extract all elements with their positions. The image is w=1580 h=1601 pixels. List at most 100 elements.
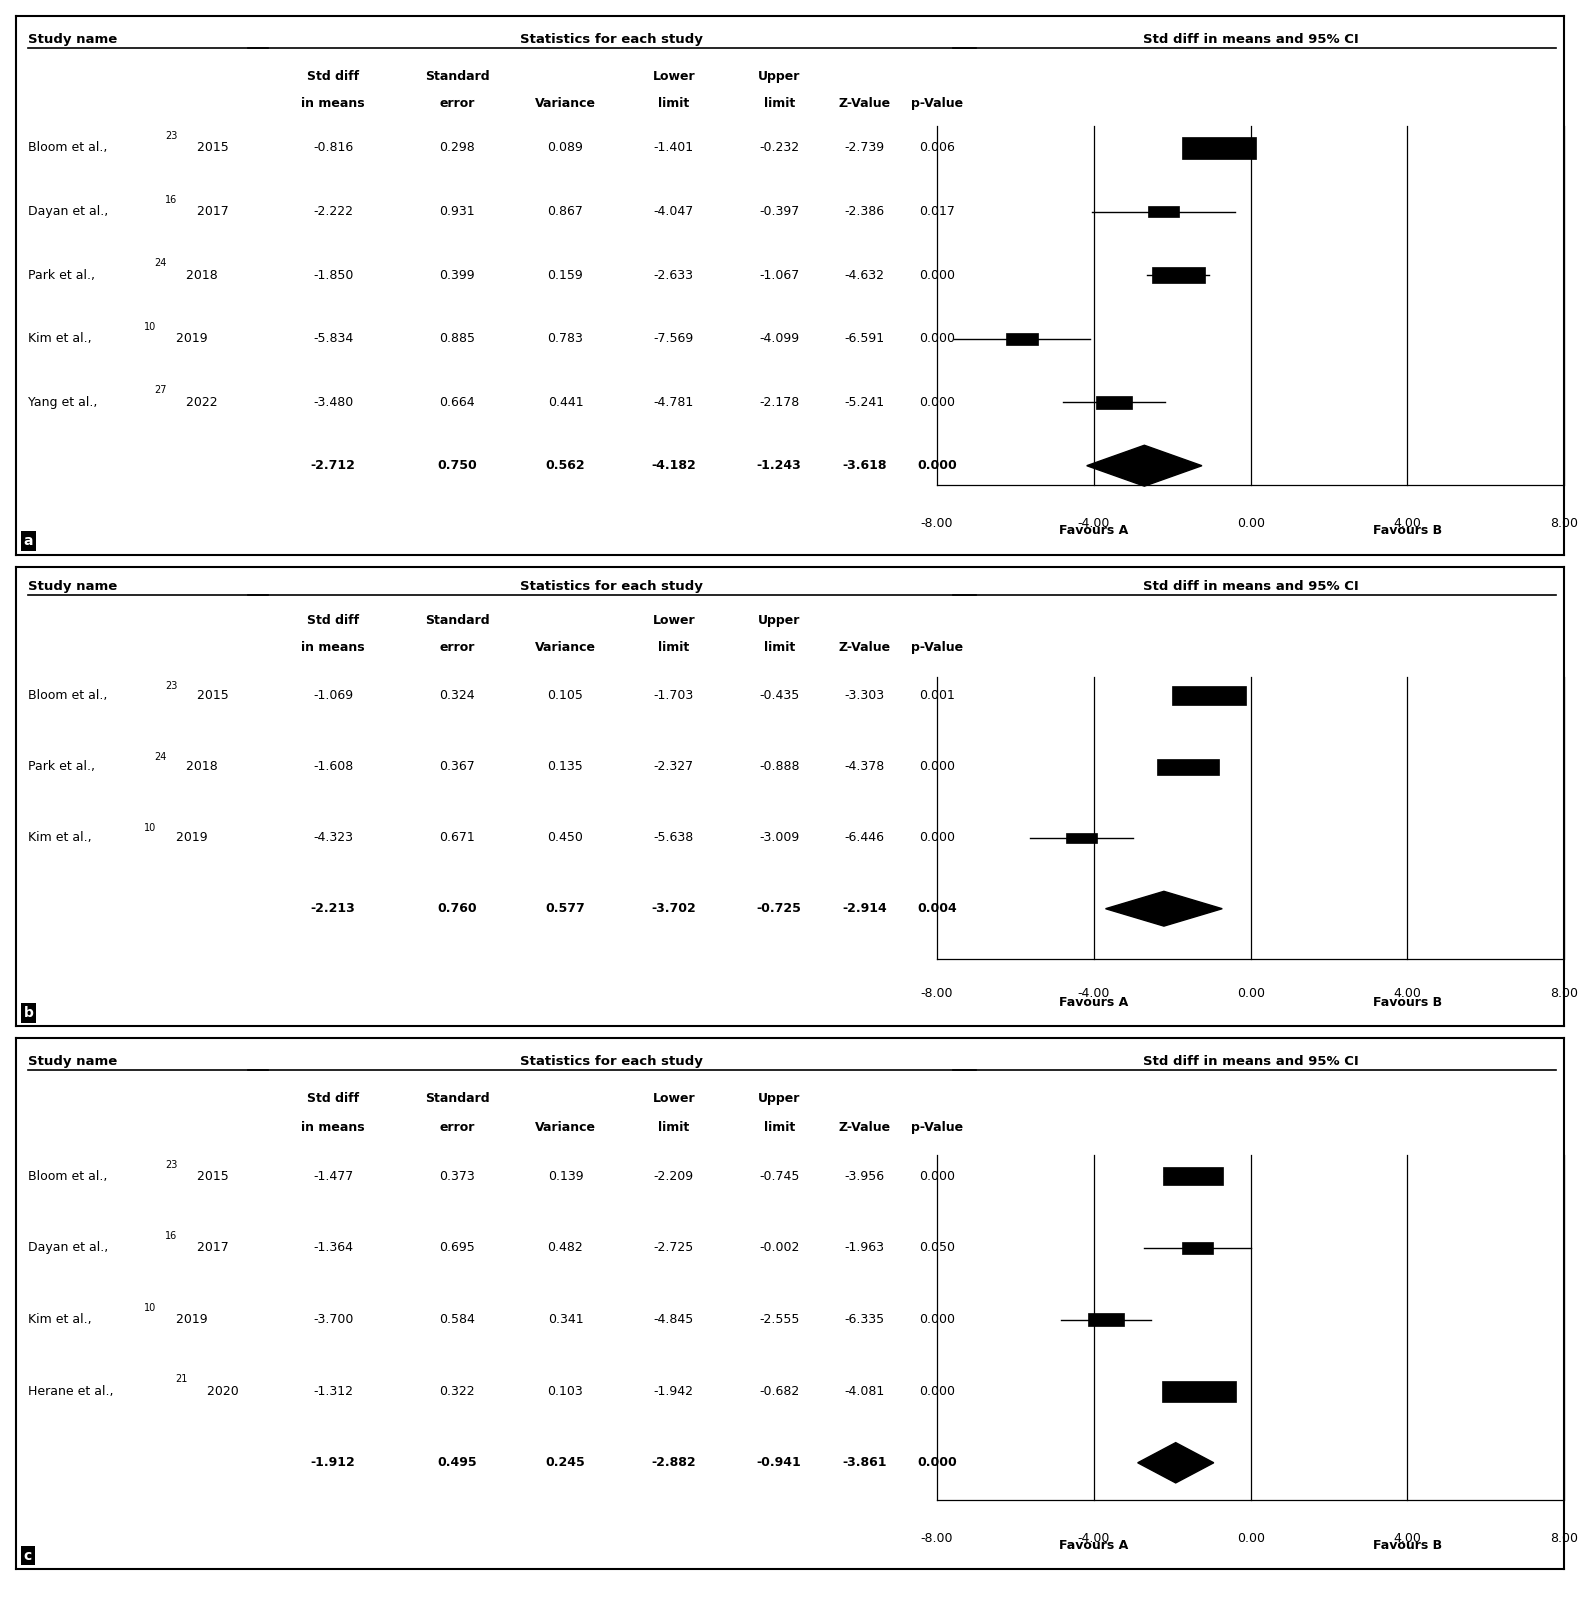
Text: Kim et al.,: Kim et al., <box>28 831 92 844</box>
Text: Z-Value: Z-Value <box>839 1121 891 1134</box>
Text: 2018: 2018 <box>182 269 218 282</box>
Text: -1.963: -1.963 <box>844 1241 885 1255</box>
Text: Std diff in means and 95% CI: Std diff in means and 95% CI <box>1142 1055 1359 1068</box>
Text: -5.638: -5.638 <box>654 831 694 844</box>
Text: 0.135: 0.135 <box>548 760 583 773</box>
Text: 0.671: 0.671 <box>439 831 476 844</box>
Polygon shape <box>1106 892 1223 925</box>
Text: Variance: Variance <box>536 98 596 110</box>
Text: -1.067: -1.067 <box>758 269 799 282</box>
Text: -2.914: -2.914 <box>842 903 886 916</box>
Text: -6.335: -6.335 <box>844 1313 885 1326</box>
Bar <box>1152 267 1204 283</box>
Text: Park et al.,: Park et al., <box>28 269 95 282</box>
Text: -3.480: -3.480 <box>313 395 354 408</box>
Text: 2019: 2019 <box>172 331 207 346</box>
Text: -1.364: -1.364 <box>313 1241 354 1255</box>
Text: Kim et al.,: Kim et al., <box>28 331 92 346</box>
Text: in means: in means <box>302 98 365 110</box>
Text: in means: in means <box>302 642 365 655</box>
Text: -2.178: -2.178 <box>758 395 799 408</box>
Bar <box>1149 205 1179 218</box>
Text: -6.591: -6.591 <box>844 331 885 346</box>
Text: Dayan et al.,: Dayan et al., <box>28 205 109 218</box>
Text: -0.745: -0.745 <box>758 1170 799 1183</box>
Text: Bloom et al.,: Bloom et al., <box>28 141 107 154</box>
Text: 8.00: 8.00 <box>1550 517 1578 530</box>
Text: -4.00: -4.00 <box>1078 517 1111 530</box>
Text: -1.069: -1.069 <box>313 688 354 703</box>
Text: -4.182: -4.182 <box>651 459 697 472</box>
Text: 2018: 2018 <box>182 760 218 773</box>
Text: -4.781: -4.781 <box>654 395 694 408</box>
Text: 0.159: 0.159 <box>548 269 583 282</box>
Text: limit: limit <box>763 642 795 655</box>
Text: -1.608: -1.608 <box>313 760 354 773</box>
Text: 4.00: 4.00 <box>1394 517 1422 530</box>
Text: 0.000: 0.000 <box>920 831 954 844</box>
Text: 0.931: 0.931 <box>439 205 476 218</box>
Polygon shape <box>1087 445 1202 487</box>
Text: -4.099: -4.099 <box>758 331 799 346</box>
Text: Study name: Study name <box>28 1055 117 1068</box>
Text: 0.399: 0.399 <box>439 269 476 282</box>
Text: Standard: Standard <box>425 70 490 83</box>
Text: 8.00: 8.00 <box>1550 986 1578 999</box>
Text: -7.569: -7.569 <box>654 331 694 346</box>
Text: 0.00: 0.00 <box>1237 986 1264 999</box>
Text: 0.000: 0.000 <box>920 395 954 408</box>
Text: -2.386: -2.386 <box>844 205 885 218</box>
Text: 4.00: 4.00 <box>1394 1532 1422 1545</box>
Text: 0.000: 0.000 <box>920 1313 954 1326</box>
Text: 0.783: 0.783 <box>548 331 583 346</box>
Text: -5.241: -5.241 <box>844 395 885 408</box>
Text: 0.341: 0.341 <box>548 1313 583 1326</box>
Text: Z-Value: Z-Value <box>839 642 891 655</box>
Text: Bloom et al.,: Bloom et al., <box>28 688 107 703</box>
Text: 0.482: 0.482 <box>548 1241 583 1255</box>
Bar <box>1097 395 1133 408</box>
Text: 0.562: 0.562 <box>545 459 585 472</box>
Text: Favours A: Favours A <box>1059 524 1128 536</box>
Text: Standard: Standard <box>425 1092 490 1105</box>
Text: -4.323: -4.323 <box>313 831 354 844</box>
Text: -3.702: -3.702 <box>651 903 697 916</box>
Text: Std diff: Std diff <box>307 613 359 628</box>
Text: 2015: 2015 <box>193 688 229 703</box>
Text: 0.322: 0.322 <box>439 1385 476 1398</box>
Text: Statistics for each study: Statistics for each study <box>520 32 703 46</box>
Text: 23: 23 <box>164 131 177 141</box>
Text: Kim et al.,: Kim et al., <box>28 1313 92 1326</box>
Text: limit: limit <box>659 1121 689 1134</box>
Text: -0.682: -0.682 <box>758 1385 799 1398</box>
Text: -3.700: -3.700 <box>313 1313 354 1326</box>
Text: Upper: Upper <box>758 1092 801 1105</box>
Text: Study name: Study name <box>28 580 117 592</box>
Text: 0.750: 0.750 <box>438 459 477 472</box>
Text: error: error <box>439 642 474 655</box>
Text: 0.000: 0.000 <box>918 1457 957 1470</box>
Text: -1.401: -1.401 <box>654 141 694 154</box>
Text: 0.050: 0.050 <box>920 1241 954 1255</box>
Text: 0.00: 0.00 <box>1237 517 1264 530</box>
Text: Favours A: Favours A <box>1059 1539 1128 1551</box>
Text: 10: 10 <box>144 322 156 331</box>
Text: -0.816: -0.816 <box>313 141 354 154</box>
Text: Std diff: Std diff <box>307 70 359 83</box>
Text: -0.888: -0.888 <box>758 760 799 773</box>
Text: b: b <box>24 1005 33 1020</box>
Text: 0.105: 0.105 <box>548 688 583 703</box>
Text: Z-Value: Z-Value <box>839 98 891 110</box>
Text: -0.725: -0.725 <box>757 903 801 916</box>
Text: 0.298: 0.298 <box>439 141 476 154</box>
Text: 0.324: 0.324 <box>439 688 476 703</box>
Text: -2.739: -2.739 <box>844 141 885 154</box>
Text: -0.232: -0.232 <box>758 141 799 154</box>
Text: 0.584: 0.584 <box>439 1313 476 1326</box>
Text: 0.089: 0.089 <box>548 141 583 154</box>
Text: Upper: Upper <box>758 70 801 83</box>
Text: 0.245: 0.245 <box>545 1457 585 1470</box>
Text: 0.450: 0.450 <box>548 831 583 844</box>
Text: 0.001: 0.001 <box>920 688 954 703</box>
Text: Favours B: Favours B <box>1373 1539 1443 1551</box>
